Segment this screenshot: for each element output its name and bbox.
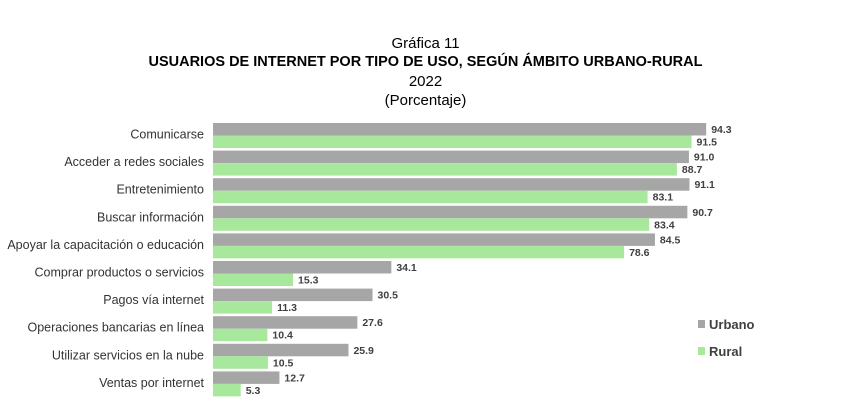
chart-titles: Gráfica 11 USUARIOS DE INTERNET POR TIPO… bbox=[0, 34, 851, 110]
data-label: 94.3 bbox=[711, 124, 732, 136]
legend-label-urbano: Urbano bbox=[709, 317, 755, 332]
data-label: 27.6 bbox=[362, 317, 383, 329]
bar-urbano bbox=[213, 178, 690, 191]
data-label: 84.5 bbox=[660, 234, 681, 246]
chart-pretitle: Gráfica 11 bbox=[391, 35, 460, 52]
legend-label-rural: Rural bbox=[709, 344, 742, 359]
bar-rural bbox=[213, 328, 268, 342]
data-label: 91.0 bbox=[694, 152, 715, 164]
chart-year: 2022 bbox=[408, 73, 443, 90]
chart-title: USUARIOS DE INTERNET POR TIPO DE USO, SE… bbox=[148, 54, 703, 70]
bar-rural bbox=[213, 135, 692, 148]
data-label: 11.3 bbox=[277, 302, 297, 314]
data-label: 15.3 bbox=[298, 275, 319, 287]
data-label: 10.5 bbox=[273, 357, 294, 369]
data-label: 88.7 bbox=[682, 164, 703, 176]
category-label: Entretenimiento bbox=[116, 183, 204, 197]
category-label: Utilizar servicios en la nube bbox=[52, 348, 204, 362]
bar-urbano bbox=[213, 343, 349, 357]
data-label: 25.9 bbox=[353, 345, 374, 357]
bar-urbano bbox=[213, 316, 358, 329]
bar-rural bbox=[213, 356, 268, 369]
category-label: Comprar productos o servicios bbox=[34, 266, 204, 280]
bar-urbano bbox=[213, 261, 392, 274]
data-label: 90.7 bbox=[692, 207, 713, 219]
bar-urbano bbox=[213, 288, 373, 302]
data-label: 78.6 bbox=[629, 247, 650, 259]
data-label: 34.1 bbox=[396, 262, 417, 274]
category-label: Comunicarse bbox=[130, 128, 204, 142]
bar-rural bbox=[213, 245, 625, 259]
bar-urbano bbox=[213, 233, 655, 246]
bar-rural bbox=[213, 301, 273, 314]
category-label: Pagos vía internet bbox=[103, 293, 204, 307]
bar-urbano bbox=[213, 123, 707, 136]
data-label: 91.1 bbox=[694, 179, 715, 191]
legend-swatch-rural bbox=[698, 347, 705, 355]
data-label: 12.7 bbox=[284, 372, 305, 384]
bar-urbano bbox=[213, 371, 280, 384]
bar-rural bbox=[213, 218, 650, 231]
data-label: 91.5 bbox=[697, 137, 718, 149]
data-label: 83.1 bbox=[653, 192, 674, 204]
category-label: Apoyar la capacitación o educación bbox=[7, 238, 204, 252]
bar-urbano bbox=[213, 150, 689, 164]
chart-unit: (Porcentaje) bbox=[384, 92, 467, 109]
data-label: 10.4 bbox=[272, 330, 293, 342]
bar-rural bbox=[213, 190, 648, 204]
data-label: 83.4 bbox=[654, 219, 675, 231]
data-label: 5.3 bbox=[246, 385, 261, 397]
data-label: 30.5 bbox=[378, 290, 399, 302]
category-label: Ventas por internet bbox=[99, 376, 204, 390]
bar-rural bbox=[213, 163, 677, 176]
bar-urbano bbox=[213, 205, 688, 219]
legend-swatch-urbano bbox=[698, 320, 705, 328]
category-label: Buscar información bbox=[97, 210, 204, 224]
bar-rural bbox=[213, 383, 241, 397]
category-label: Operaciones bancarias en línea bbox=[27, 321, 204, 335]
category-label: Acceder a redes sociales bbox=[64, 155, 204, 169]
bar-rural bbox=[213, 273, 294, 286]
